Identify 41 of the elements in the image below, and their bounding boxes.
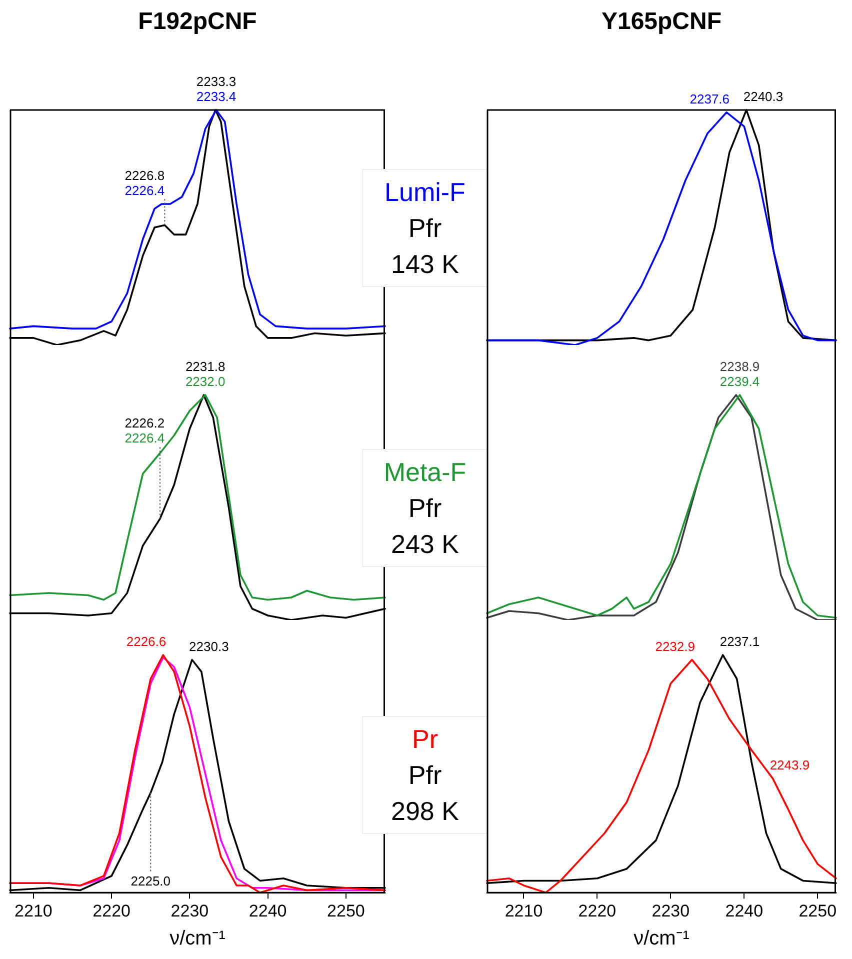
x-tick-label: 2230 bbox=[170, 901, 209, 920]
annotation: 2240.3 bbox=[743, 89, 784, 104]
text: 243 K bbox=[390, 528, 460, 561]
text: Meta-F bbox=[382, 456, 468, 489]
x-tick-label: 2250 bbox=[798, 901, 837, 920]
annotation: 2232.9 bbox=[655, 638, 695, 654]
annotation: 2232.0 bbox=[185, 374, 226, 390]
x-tick-label: 2240 bbox=[248, 901, 287, 920]
x-tick-label: 2220 bbox=[578, 901, 616, 920]
x-tick-label: 2240 bbox=[725, 901, 764, 920]
x-tick-label: 2210 bbox=[504, 901, 543, 920]
x-tick-label: 2250 bbox=[327, 901, 365, 920]
annotation: 2238.9 bbox=[720, 359, 760, 374]
text: Lumi-F bbox=[384, 176, 466, 209]
text: Pr bbox=[411, 723, 439, 756]
text: 298 K bbox=[390, 795, 460, 828]
text: Pfr bbox=[407, 212, 443, 245]
annotation: 2239.4 bbox=[720, 374, 760, 390]
annotation: 2237.1 bbox=[720, 634, 760, 650]
annotation: 2226.4 bbox=[124, 183, 165, 198]
chart-title: Y165pCNF bbox=[600, 8, 723, 36]
annotation: 2226.2 bbox=[124, 415, 165, 430]
x-tick-label: 2230 bbox=[652, 901, 690, 920]
annotation: 2226.4 bbox=[124, 430, 165, 446]
text: 143 K bbox=[390, 248, 460, 281]
x-axis-title: ν/cm⁻¹ bbox=[634, 928, 690, 950]
annotation: 2225.0 bbox=[130, 874, 171, 889]
annotation: 2237.6 bbox=[690, 91, 730, 106]
x-axis-title: ν/cm⁻¹ bbox=[170, 928, 226, 950]
annotation: 2231.8 bbox=[185, 359, 226, 374]
text: Pfr bbox=[407, 492, 443, 525]
annotation: 2226.8 bbox=[124, 168, 165, 184]
annotation: 2226.6 bbox=[126, 634, 166, 650]
x-tick-label: 2210 bbox=[14, 901, 52, 920]
x-tick-label: 2220 bbox=[92, 901, 130, 920]
annotation: 2230.3 bbox=[189, 638, 229, 654]
annotation: 2243.9 bbox=[770, 758, 810, 773]
annotation: 2233.3 bbox=[196, 74, 236, 90]
annotation: 2233.4 bbox=[196, 89, 236, 104]
text: Pfr bbox=[407, 759, 443, 792]
chart-title: F192pCNF bbox=[137, 8, 258, 36]
